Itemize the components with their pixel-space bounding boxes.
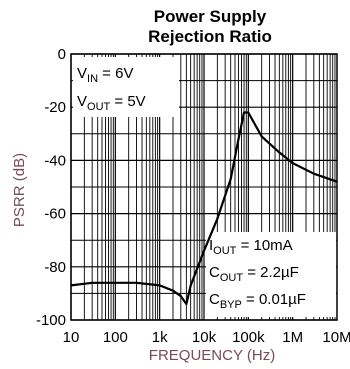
y-tick-label: 0: [58, 46, 66, 63]
annotation-box-top-left: [73, 57, 179, 117]
y-tick-label: -20: [44, 99, 66, 116]
annotation-vin: VIN = 6V: [77, 65, 133, 85]
annotation-box-bottom-right: [206, 232, 336, 317]
chart-title-line-1: Power Supply: [154, 7, 267, 26]
y-axis-label: PSRR (dB): [11, 153, 28, 227]
x-axis-label: FREQUENCY (Hz): [149, 347, 275, 364]
annotation-backgrounds: [73, 57, 336, 317]
x-tick-label: 10M: [322, 329, 350, 346]
x-tick-label: 1k: [152, 329, 168, 346]
x-tick-label: 100: [103, 329, 128, 346]
annotation-iout: IOUT = 10mA: [209, 237, 293, 257]
x-tick-label: 10: [63, 329, 80, 346]
x-tick-label: 1M: [282, 329, 303, 346]
y-tick-label: -60: [44, 206, 66, 223]
y-tick-label: -80: [44, 259, 66, 276]
y-tick-label: -40: [44, 152, 66, 169]
series-line-0: [70, 111, 338, 306]
plot-frame: [70, 53, 338, 321]
tick-labels: 10 100 1k 10k 100k 1M 10M 0 -20 -40 -60 -80 -100: [36, 46, 350, 346]
series-layer: [70, 111, 338, 306]
annotation-cbyp: CBYP = 0.01µF: [209, 291, 306, 311]
annotation-vout: VOUT = 5V: [77, 93, 146, 113]
chart-title-line-2: Rejection Ratio: [148, 27, 272, 46]
x-tick-label: 10k: [192, 329, 217, 346]
x-tick-label: 100k: [232, 329, 265, 346]
y-tick-label: -100: [36, 312, 66, 329]
annotation-cout: COUT = 2.2µF: [209, 264, 299, 284]
annotations: VIN = 6V VOUT = 5V IOUT = 10mA COUT = 2.2µF…: [77, 65, 306, 311]
